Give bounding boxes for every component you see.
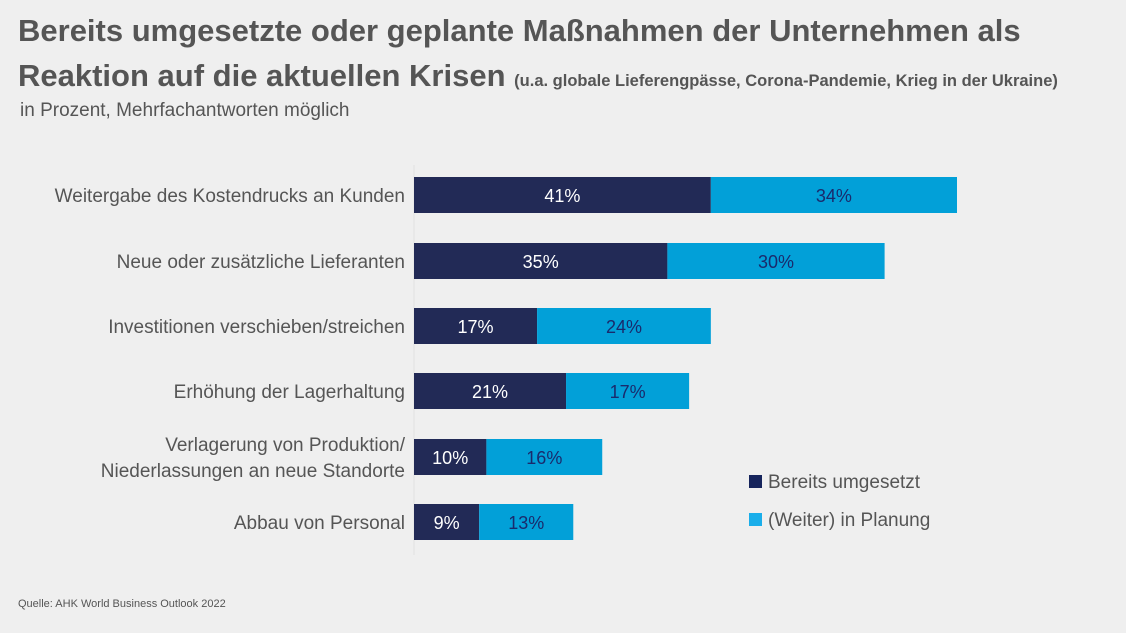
- chart-title-line-2: Reaktion auf die aktuellen Krisen (u.a. …: [18, 53, 1058, 104]
- bar-planned: [566, 373, 690, 409]
- chart-title-main: Reaktion auf die aktuellen Krisen: [18, 58, 506, 93]
- data-label-planned: 13%: [508, 513, 544, 533]
- data-label-planned: 24%: [606, 317, 642, 337]
- chart-title: Bereits umgesetzte oder geplante Maßnahm…: [18, 8, 1058, 104]
- bar-planned: [479, 504, 574, 540]
- category-label: Niederlassungen an neue Standorte: [101, 461, 405, 482]
- data-label-implemented: 9%: [434, 513, 460, 533]
- category-label: Weitergabe des Kostendrucks an Kunden: [55, 186, 405, 207]
- chart-subtitle: in Prozent, Mehrfachantworten möglich: [20, 100, 350, 121]
- category-label: Investitionen verschieben/streichen: [108, 317, 405, 338]
- legend-label-planned: (Weiter) in Planung: [768, 510, 930, 531]
- bar-implemented: [414, 504, 480, 540]
- category-label: Verlagerung von Produktion/: [165, 435, 405, 456]
- legend: Bereits umgesetzt (Weiter) in Planung: [749, 472, 930, 531]
- bar-planned: [667, 243, 885, 279]
- bar-implemented: [414, 308, 538, 344]
- legend-swatch-implemented: [749, 475, 762, 488]
- category-labels: Weitergabe des Kostendrucks an Kunden Neu…: [55, 186, 406, 534]
- source-note: Quelle: AHK World Business Outlook 2022: [18, 598, 226, 610]
- data-label-implemented: 41%: [544, 186, 580, 206]
- category-label: Abbau von Personal: [234, 513, 405, 534]
- legend-label-implemented: Bereits umgesetzt: [768, 472, 921, 493]
- bar-implemented: [414, 439, 487, 475]
- bar-planned: [486, 439, 603, 475]
- data-label-planned: 34%: [816, 186, 852, 206]
- bar-implemented: [414, 243, 668, 279]
- data-label-planned: 16%: [526, 448, 562, 468]
- data-label-implemented: 35%: [523, 252, 559, 272]
- data-label-implemented: 10%: [432, 448, 468, 468]
- data-label-planned: 17%: [610, 382, 646, 402]
- legend-swatch-planned: [749, 513, 762, 526]
- bar-planned: [537, 308, 711, 344]
- data-label-planned: 30%: [758, 252, 794, 272]
- data-label-implemented: 17%: [458, 317, 494, 337]
- bar-implemented: [414, 373, 567, 409]
- bar-implemented: [414, 177, 711, 213]
- category-label: Neue oder zusätzliche Lieferanten: [117, 252, 405, 273]
- data-label-implemented: 21%: [472, 382, 508, 402]
- bar-planned: [710, 177, 957, 213]
- chart-title-note: (u.a. globale Lieferengpässe, Corona-Pan…: [514, 72, 1058, 90]
- category-label: Erhöhung der Lagerhaltung: [174, 382, 405, 403]
- chart-title-line-1: Bereits umgesetzte oder geplante Maßnahm…: [18, 13, 1021, 48]
- bars-group: 41% 34% 35% 30% 17% 24% 21% 17% 10% 16% 9% 13%: [414, 177, 957, 540]
